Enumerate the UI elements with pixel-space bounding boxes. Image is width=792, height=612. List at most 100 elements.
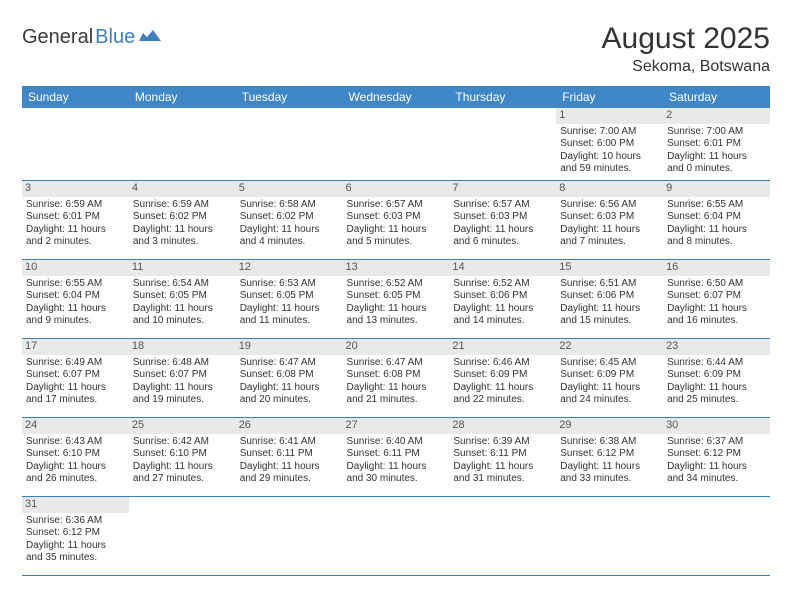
sunset-text: Sunset: 6:09 PM [453,369,552,382]
sunset-text: Sunset: 6:10 PM [133,448,232,461]
sunset-text: Sunset: 6:07 PM [26,369,125,382]
sunrise-text: Sunrise: 7:00 AM [560,126,659,139]
daylight-text: Daylight: 11 hours and 31 minutes. [453,461,552,486]
sunset-text: Sunset: 6:07 PM [133,369,232,382]
sunrise-text: Sunrise: 6:52 AM [347,278,446,291]
calendar-day-cell: 1Sunrise: 7:00 AMSunset: 6:00 PMDaylight… [556,108,663,180]
day-number: 11 [129,260,236,276]
calendar-day-cell: 17 Sunrise: 6:49 AMSunset: 6:07 PMDayligh… [22,338,129,417]
header: GeneralBlue August 2025 Sekoma, Botswana [22,22,770,76]
calendar-day-cell: 3Sunrise: 6:59 AMSunset: 6:01 PMDaylight… [22,180,129,259]
calendar-empty-cell: . [449,496,556,575]
sunset-text: Sunset: 6:04 PM [26,290,125,303]
day-number: 12 [236,260,343,276]
logo-text-general: General [22,26,93,49]
logo-text-blue: Blue [95,26,135,49]
sunrise-text: Sunrise: 6:49 AM [26,357,125,370]
calendar-day-cell: 23Sunrise: 6:44 AMSunset: 6:09 PMDayligh… [663,338,770,417]
sunset-text: Sunset: 6:06 PM [560,290,659,303]
daylight-text: Daylight: 11 hours and 26 minutes. [26,461,125,486]
sunrise-text: Sunrise: 6:52 AM [453,278,552,291]
sunset-text: Sunset: 6:08 PM [240,369,339,382]
calendar-day-cell: 29Sunrise: 6:38 AMSunset: 6:12 PMDayligh… [556,417,663,496]
calendar-day-cell: 20Sunrise: 6:47 AMSunset: 6:08 PMDayligh… [343,338,450,417]
calendar-day-cell: 6Sunrise: 6:57 AMSunset: 6:03 PMDaylight… [343,180,450,259]
day-number: 24 [22,418,129,434]
sunset-text: Sunset: 6:11 PM [240,448,339,461]
sunset-text: Sunset: 6:03 PM [453,211,552,224]
calendar-day-cell: 14Sunrise: 6:52 AMSunset: 6:06 PMDayligh… [449,259,556,338]
calendar-empty-cell: . [449,108,556,180]
day-number: 31 [22,497,129,513]
daylight-text: Daylight: 11 hours and 13 minutes. [347,303,446,328]
sunset-text: Sunset: 6:10 PM [26,448,125,461]
sunrise-text: Sunrise: 7:00 AM [667,126,766,139]
daylight-text: Daylight: 11 hours and 19 minutes. [133,382,232,407]
day-number: 4 [129,181,236,197]
sunset-text: Sunset: 6:09 PM [560,369,659,382]
weekday-header: Wednesday [343,86,450,108]
day-number: 17 [22,339,129,355]
sunset-text: Sunset: 6:01 PM [26,211,125,224]
calendar-empty-cell: . [236,496,343,575]
sunrise-text: Sunrise: 6:38 AM [560,436,659,449]
calendar-day-cell: 27Sunrise: 6:40 AMSunset: 6:11 PMDayligh… [343,417,450,496]
calendar-week-row: 24Sunrise: 6:43 AMSunset: 6:10 PMDayligh… [22,417,770,496]
daylight-text: Daylight: 11 hours and 15 minutes. [560,303,659,328]
calendar-empty-cell: . [236,108,343,180]
day-number: 19 [236,339,343,355]
sunset-text: Sunset: 6:12 PM [26,527,125,540]
calendar-day-cell: 9Sunrise: 6:55 AMSunset: 6:04 PMDaylight… [663,180,770,259]
sunset-text: Sunset: 6:03 PM [560,211,659,224]
calendar-day-cell: 28Sunrise: 6:39 AMSunset: 6:11 PMDayligh… [449,417,556,496]
calendar-day-cell: 25Sunrise: 6:42 AMSunset: 6:10 PMDayligh… [129,417,236,496]
sunset-text: Sunset: 6:09 PM [667,369,766,382]
calendar-empty-cell: . [22,108,129,180]
sunset-text: Sunset: 6:00 PM [560,138,659,151]
sunrise-text: Sunrise: 6:36 AM [26,515,125,528]
day-number: 6 [343,181,450,197]
daylight-text: Daylight: 11 hours and 7 minutes. [560,224,659,249]
weekday-header: Monday [129,86,236,108]
day-number: 22 [556,339,663,355]
calendar-day-cell: 4Sunrise: 6:59 AMSunset: 6:02 PMDaylight… [129,180,236,259]
daylight-text: Daylight: 11 hours and 9 minutes. [26,303,125,328]
calendar-day-cell: 22Sunrise: 6:45 AMSunset: 6:09 PMDayligh… [556,338,663,417]
daylight-text: Daylight: 11 hours and 21 minutes. [347,382,446,407]
sunrise-text: Sunrise: 6:40 AM [347,436,446,449]
month-title: August 2025 [602,22,770,56]
sunrise-text: Sunrise: 6:39 AM [453,436,552,449]
sunrise-text: Sunrise: 6:44 AM [667,357,766,370]
weekday-header: Tuesday [236,86,343,108]
day-number: 5 [236,181,343,197]
calendar-day-cell: 5Sunrise: 6:58 AMSunset: 6:02 PMDaylight… [236,180,343,259]
weekday-header: Friday [556,86,663,108]
calendar-table: SundayMondayTuesdayWednesdayThursdayFrid… [22,86,770,576]
daylight-text: Daylight: 11 hours and 22 minutes. [453,382,552,407]
daylight-text: Daylight: 11 hours and 0 minutes. [667,151,766,176]
sunset-text: Sunset: 6:01 PM [667,138,766,151]
calendar-empty-cell: . [556,496,663,575]
sunrise-text: Sunrise: 6:59 AM [133,199,232,212]
daylight-text: Daylight: 11 hours and 11 minutes. [240,303,339,328]
sunset-text: Sunset: 6:05 PM [133,290,232,303]
sunrise-text: Sunrise: 6:51 AM [560,278,659,291]
day-number: 7 [449,181,556,197]
day-number: 20 [343,339,450,355]
day-number: 13 [343,260,450,276]
daylight-text: Daylight: 11 hours and 10 minutes. [133,303,232,328]
daylight-text: Daylight: 11 hours and 17 minutes. [26,382,125,407]
title-block: August 2025 Sekoma, Botswana [602,22,770,76]
day-number: 15 [556,260,663,276]
weekday-header: Saturday [663,86,770,108]
day-number: 1 [556,108,663,124]
sunset-text: Sunset: 6:07 PM [667,290,766,303]
sunrise-text: Sunrise: 6:47 AM [240,357,339,370]
day-number: 8 [556,181,663,197]
calendar-day-cell: 18Sunrise: 6:48 AMSunset: 6:07 PMDayligh… [129,338,236,417]
logo: GeneralBlue [22,22,165,49]
calendar-day-cell: 31Sunrise: 6:36 AMSunset: 6:12 PMDayligh… [22,496,129,575]
sunset-text: Sunset: 6:02 PM [240,211,339,224]
daylight-text: Daylight: 11 hours and 33 minutes. [560,461,659,486]
daylight-text: Daylight: 11 hours and 30 minutes. [347,461,446,486]
